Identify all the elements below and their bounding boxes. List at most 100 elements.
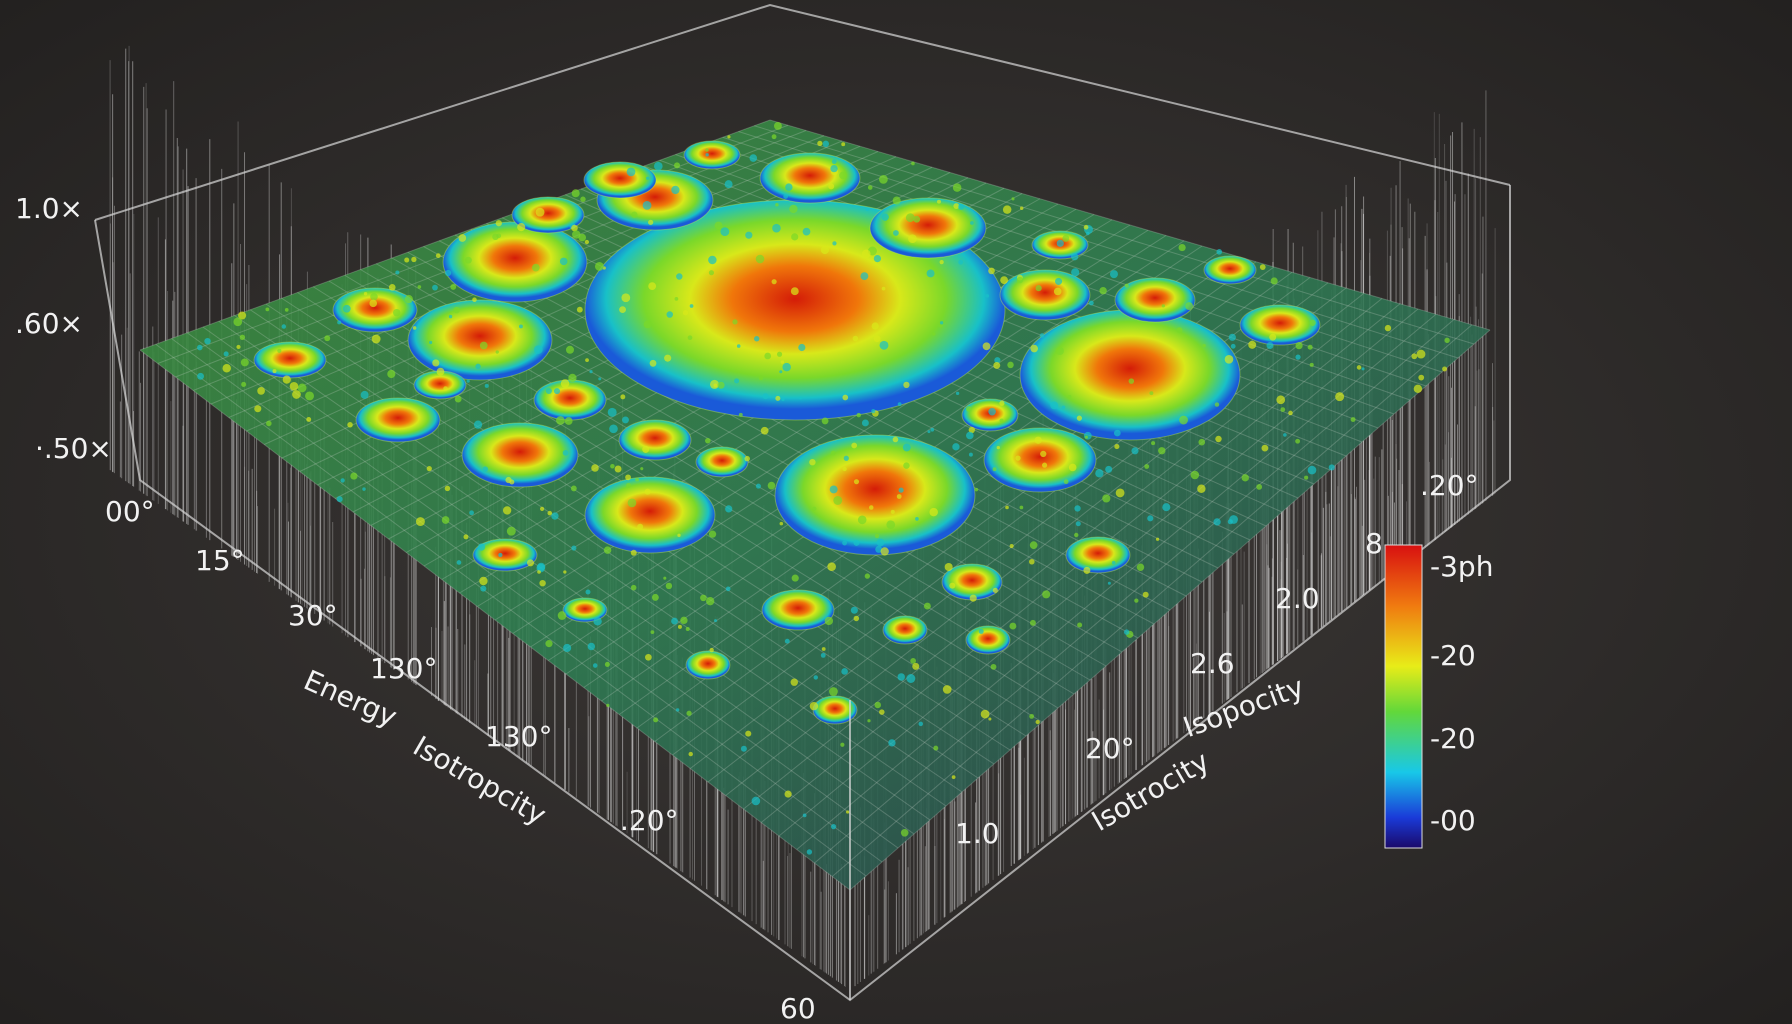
speck xyxy=(1029,713,1035,719)
speck xyxy=(828,183,835,190)
speck xyxy=(479,341,488,350)
speck xyxy=(1061,405,1066,410)
peak xyxy=(1065,536,1131,574)
speck xyxy=(1088,300,1094,306)
speck xyxy=(1350,417,1356,423)
speck xyxy=(1202,343,1206,348)
speck xyxy=(1155,537,1160,541)
speck xyxy=(686,710,692,716)
speck xyxy=(992,587,998,593)
speck xyxy=(1011,197,1015,201)
speck xyxy=(676,273,683,280)
speck xyxy=(1009,543,1014,549)
speck xyxy=(789,204,798,214)
speck xyxy=(813,675,819,680)
speck xyxy=(585,358,589,362)
speck xyxy=(930,427,935,432)
peak xyxy=(562,597,608,623)
speck xyxy=(905,213,915,223)
colorbar-tick-label: -00 xyxy=(1430,804,1476,837)
speck xyxy=(469,510,474,516)
speck xyxy=(1361,367,1365,371)
speck xyxy=(337,320,342,325)
speck xyxy=(1356,365,1362,370)
speck xyxy=(779,521,784,526)
speck xyxy=(853,479,860,485)
speck xyxy=(1113,429,1121,437)
speck xyxy=(842,540,848,546)
speck xyxy=(432,284,438,291)
speck xyxy=(272,369,277,374)
grid-line xyxy=(186,332,899,849)
speck xyxy=(821,417,829,425)
speck xyxy=(1040,450,1047,458)
speck xyxy=(1178,244,1186,252)
speck xyxy=(642,445,650,453)
speck xyxy=(1295,438,1301,444)
speck xyxy=(645,653,652,661)
speck xyxy=(1136,563,1145,572)
speck xyxy=(240,358,249,367)
speck xyxy=(982,342,991,351)
speck xyxy=(526,559,535,567)
speck xyxy=(738,412,743,417)
speck xyxy=(675,708,680,712)
speck xyxy=(831,159,837,165)
speck xyxy=(1016,276,1024,284)
speck xyxy=(571,545,577,551)
speck xyxy=(1179,415,1189,425)
speck xyxy=(953,203,960,210)
speck xyxy=(764,352,772,360)
speck xyxy=(841,668,848,675)
y-tick-label: 20° xyxy=(1085,732,1135,765)
speck xyxy=(1019,505,1024,510)
speck xyxy=(674,296,679,301)
grid-line xyxy=(769,119,1491,331)
speck xyxy=(498,552,503,558)
speck xyxy=(776,351,783,357)
speck xyxy=(933,745,939,751)
speck xyxy=(441,516,450,524)
grid-line xyxy=(155,343,867,877)
speck xyxy=(911,161,915,166)
speck xyxy=(630,549,637,556)
speck xyxy=(705,437,711,444)
speck xyxy=(472,297,477,303)
speck xyxy=(853,615,860,622)
speck xyxy=(915,517,919,521)
speck xyxy=(502,506,512,515)
speck xyxy=(370,293,378,301)
speck xyxy=(604,661,610,667)
speck xyxy=(1216,249,1223,255)
speck xyxy=(535,207,545,217)
grid-line xyxy=(234,315,947,807)
speck xyxy=(572,230,581,239)
grid-line xyxy=(171,338,883,863)
speck xyxy=(1280,407,1286,412)
peak xyxy=(695,446,749,478)
speck xyxy=(415,517,425,527)
speck xyxy=(974,487,979,492)
speck xyxy=(545,640,553,648)
speck xyxy=(874,533,880,539)
peak xyxy=(683,140,741,170)
speck xyxy=(360,390,369,399)
speck xyxy=(610,463,615,469)
speck xyxy=(1035,719,1040,725)
speck xyxy=(833,495,843,505)
speck xyxy=(1029,558,1035,565)
speck xyxy=(740,745,747,752)
speck xyxy=(968,452,973,457)
speck xyxy=(876,538,885,547)
speck xyxy=(992,467,997,472)
speck xyxy=(817,140,823,146)
speck xyxy=(856,412,861,418)
speck xyxy=(570,485,577,492)
speck xyxy=(568,373,577,383)
speck xyxy=(266,420,272,427)
y-tick-label: 2.6 xyxy=(1190,647,1235,680)
speck xyxy=(830,823,837,830)
speck xyxy=(829,687,838,696)
speck xyxy=(879,709,885,715)
speck xyxy=(648,282,657,291)
